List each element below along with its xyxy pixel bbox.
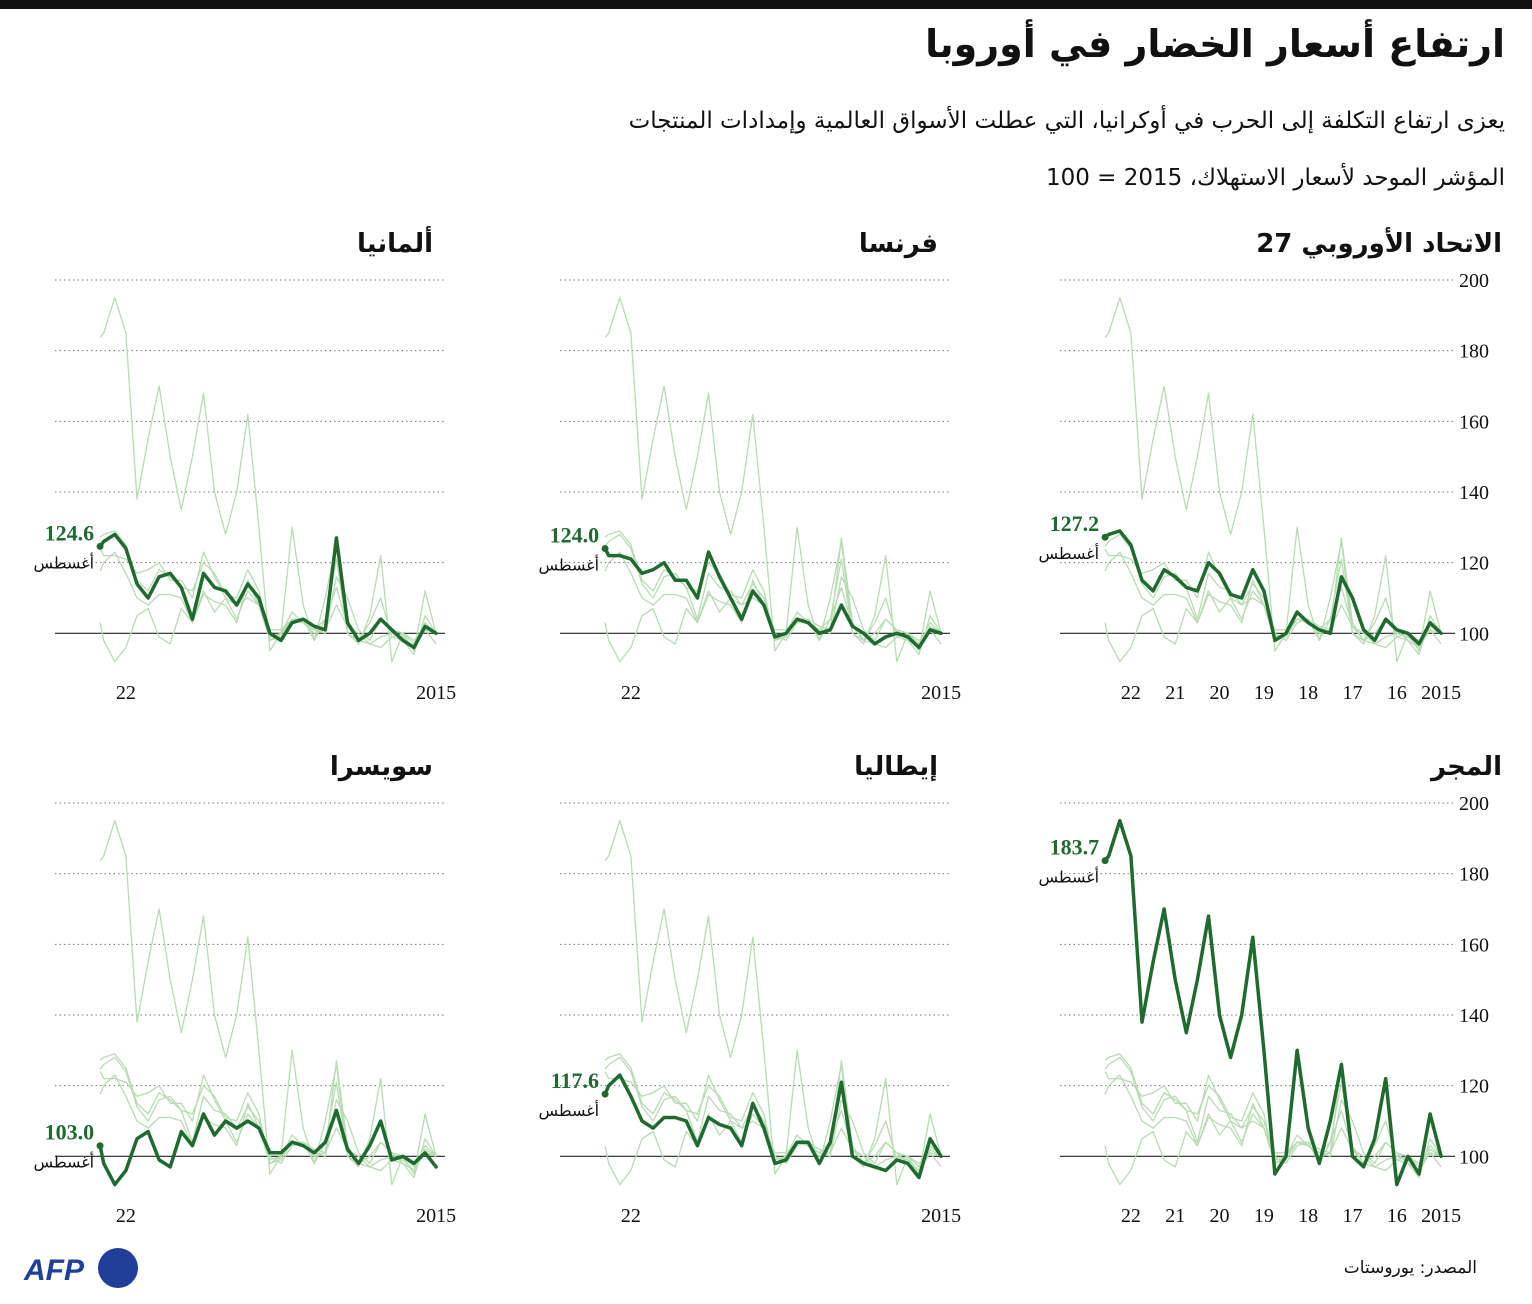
- x-tick-label: 2015: [1421, 682, 1461, 704]
- context-line: [99, 297, 437, 663]
- y-tick-label: 160: [1459, 934, 1489, 956]
- x-tick-label: 2015: [921, 682, 961, 704]
- panel-title: إيطاليا: [854, 752, 938, 782]
- x-tick-label: 19: [1254, 1205, 1274, 1227]
- y-tick-label: 100: [1459, 1146, 1489, 1168]
- end-dot: [601, 545, 609, 553]
- y-tick-label: 160: [1459, 411, 1489, 433]
- x-tick-label: 2015: [416, 682, 456, 704]
- x-tick-label: 17: [1343, 682, 1363, 704]
- end-dot: [601, 1090, 609, 1098]
- x-tick-label: 18: [1298, 682, 1318, 704]
- end-label: 124.6: [45, 520, 95, 545]
- y-tick-label: 180: [1459, 341, 1489, 363]
- end-label: 127.2: [1050, 511, 1100, 536]
- x-tick-label: 22: [1121, 682, 1141, 704]
- end-month: أغسطس: [1038, 867, 1099, 888]
- y-tick-label: 120: [1459, 1076, 1489, 1098]
- context-line: [99, 820, 437, 1186]
- source: المصدر: يوروستات: [1343, 1258, 1477, 1278]
- context-line: [1104, 1074, 1442, 1179]
- x-tick-label: 2015: [1421, 1205, 1461, 1227]
- logo: AFP: [23, 1254, 85, 1287]
- context-line: [1104, 1056, 1442, 1172]
- context-line: [99, 551, 437, 656]
- end-dot: [1101, 857, 1109, 865]
- x-tick-label: 19: [1254, 682, 1274, 704]
- panel-title: سويسرا: [330, 752, 433, 782]
- x-tick-label: 21: [1165, 682, 1185, 704]
- end-label: 124.0: [550, 523, 600, 548]
- context-line: [604, 1056, 942, 1172]
- main-line: [603, 1073, 943, 1180]
- context-line: [1104, 297, 1442, 663]
- end-month: أغسطس: [1038, 543, 1099, 564]
- end-month: أغسطس: [538, 1100, 599, 1121]
- end-month: أغسطس: [33, 1152, 94, 1173]
- y-tick-label: 200: [1459, 270, 1489, 292]
- x-tick-label: 22: [116, 682, 136, 704]
- end-dot: [96, 542, 104, 550]
- context-line: [99, 1074, 437, 1179]
- end-dot: [96, 1142, 104, 1150]
- x-tick-label: 2015: [416, 1205, 456, 1227]
- x-tick-label: 22: [621, 682, 641, 704]
- end-label: 117.6: [551, 1068, 599, 1093]
- x-tick-label: 2015: [921, 1205, 961, 1227]
- main-line: [1103, 529, 1443, 646]
- y-tick-label: 120: [1459, 553, 1489, 575]
- end-label: 183.7: [1050, 835, 1100, 860]
- subtitle: يعزى ارتفاع التكلفة إلى الحرب في أوكراني…: [628, 108, 1505, 134]
- y-tick-label: 140: [1459, 482, 1489, 504]
- context-line: [1104, 1109, 1442, 1186]
- top-bar: [0, 0, 1532, 9]
- x-tick-label: 17: [1343, 1205, 1363, 1227]
- x-tick-label: 21: [1165, 1205, 1185, 1227]
- x-tick-label: 20: [1210, 682, 1230, 704]
- y-tick-label: 140: [1459, 1005, 1489, 1027]
- x-tick-label: 22: [621, 1205, 641, 1227]
- main-line: [603, 546, 943, 650]
- context-line: [604, 297, 942, 663]
- end-label: 103.0: [45, 1120, 95, 1145]
- x-tick-label: 16: [1387, 1205, 1407, 1227]
- x-tick-label: 22: [1121, 1205, 1141, 1227]
- x-tick-label: 22: [116, 1205, 136, 1227]
- end-month: أغسطس: [33, 552, 94, 573]
- main-line: [98, 1108, 438, 1187]
- y-tick-label: 200: [1459, 793, 1489, 815]
- panel-title: ألمانيا: [357, 226, 433, 259]
- panel-title: الاتحاد الأوروبي 27: [1256, 227, 1502, 259]
- logo-circle: [98, 1248, 138, 1288]
- context-line: [604, 820, 942, 1186]
- main-line: [1103, 818, 1443, 1187]
- end-dot: [1101, 533, 1109, 541]
- x-tick-label: 16: [1387, 682, 1407, 704]
- note: المؤشر الموحد لأسعار الاستهلاك، 2015 = 1…: [1045, 165, 1505, 191]
- y-tick-label: 100: [1459, 623, 1489, 645]
- x-tick-label: 20: [1210, 1205, 1230, 1227]
- y-tick-label: 180: [1459, 864, 1489, 886]
- panel-title: فرنسا: [859, 229, 938, 259]
- main-line: [98, 532, 438, 650]
- end-month: أغسطس: [538, 555, 599, 576]
- x-tick-label: 18: [1298, 1205, 1318, 1227]
- title: ارتفاع أسعار الخضار في أوروبا: [925, 22, 1505, 66]
- panel-title: المجر: [1429, 752, 1502, 782]
